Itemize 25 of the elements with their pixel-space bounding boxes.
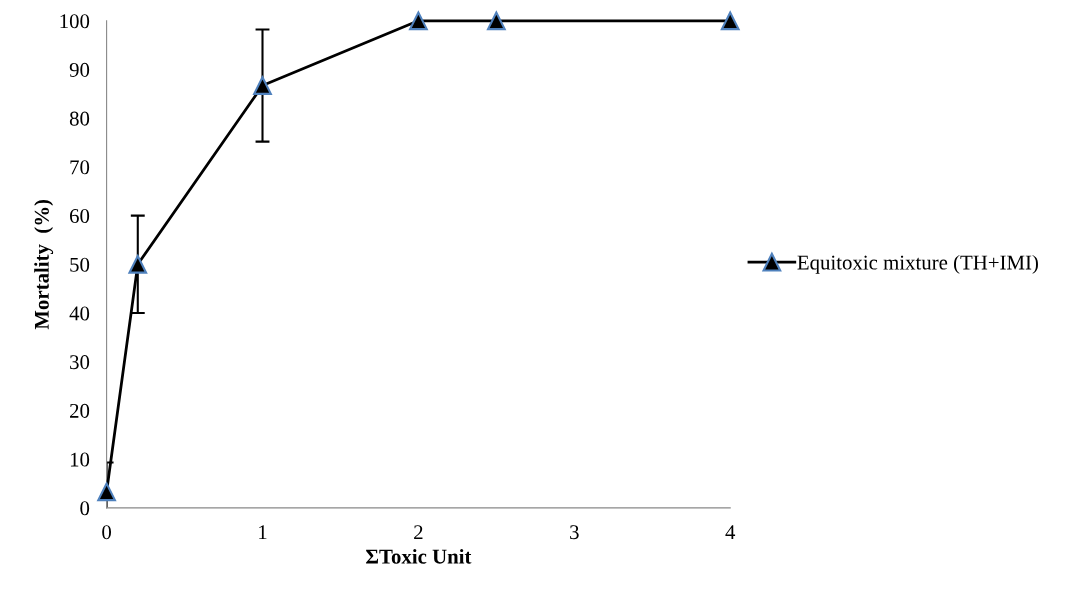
- y-tick-label: 60: [70, 209, 90, 224]
- y-tick-label: 10: [70, 452, 90, 467]
- point: [97, 482, 116, 502]
- y-tick-label: 30: [70, 355, 90, 370]
- y-tick-label: 100: [60, 14, 90, 29]
- x-tick-label: 3: [570, 525, 579, 540]
- y-tick-label: 40: [69, 306, 90, 321]
- y-tick-label: 90: [69, 62, 90, 77]
- x-axis-title: ΣToxic Unit: [366, 548, 472, 564]
- y-tick-label: 20: [70, 403, 90, 418]
- point: [486, 11, 506, 31]
- x-tick-label: 1: [259, 525, 267, 539]
- point: [409, 11, 428, 31]
- x-tick-label: 4: [725, 525, 736, 539]
- y-axis-title: Mortality (%): [34, 199, 54, 330]
- point: [720, 11, 740, 31]
- point: [253, 76, 272, 95]
- x-tick-label: 2: [414, 525, 423, 539]
- legend-label: Equitoxic mixture (TH+IMI): [797, 254, 1038, 274]
- y-tick-label: 50: [70, 257, 90, 272]
- point: [128, 254, 148, 274]
- x-tick-label: 0: [102, 525, 112, 540]
- y-tick-label: 80: [69, 111, 90, 126]
- y-tick-label: 70: [70, 160, 90, 175]
- y-tick-label: 0: [80, 501, 90, 516]
